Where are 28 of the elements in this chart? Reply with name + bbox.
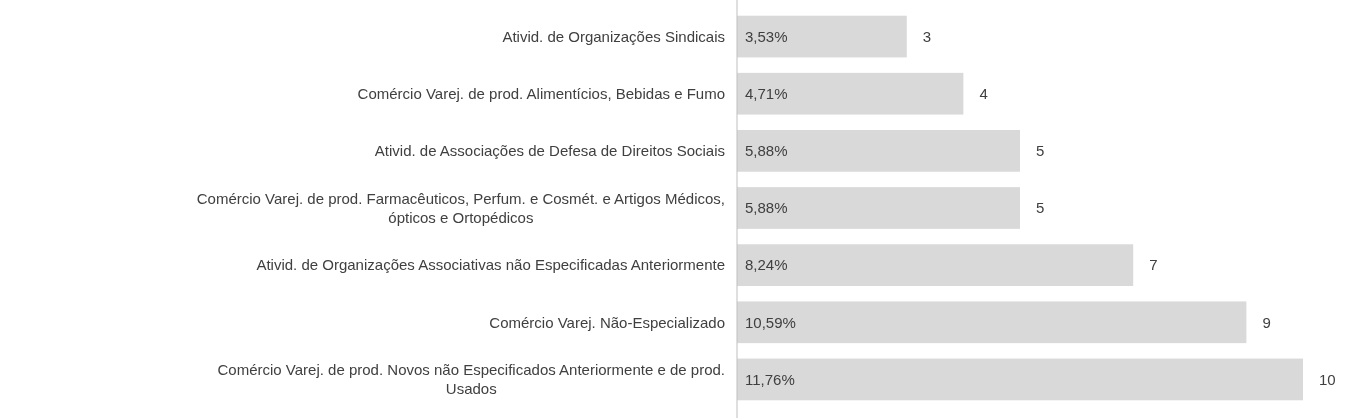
annotation: 5,88% — [745, 142, 788, 160]
data-label: 5 — [1036, 199, 1045, 217]
bar — [737, 301, 1247, 344]
annotation: 11,76% — [745, 370, 795, 388]
bar — [737, 358, 1303, 401]
annotation: 3,53% — [745, 27, 788, 45]
y-tick-label: Comércio Varej. de prod. Alimentícios, Bebidas e Fumo — [357, 84, 725, 102]
bar — [737, 187, 1020, 229]
y-tick-label: Comércio Varej. de prod. Novos não Especificados Anteriormente e de prod. Usados — [217, 361, 725, 398]
y-tick-label: Ativid. de Associações de Defesa de Direitos Sociais — [374, 142, 725, 160]
y-tick-label: Comércio Varej. Não-Especializado — [489, 313, 725, 331]
data-label: 7 — [1149, 256, 1158, 274]
annotation: 5,88% — [745, 199, 788, 217]
bar — [737, 130, 1020, 172]
data-label: 5 — [1036, 142, 1045, 160]
annotation: 8,24% — [745, 256, 788, 274]
data-label: 9 — [1262, 313, 1271, 331]
y-tick-label: Ativid. de Organizações Associativas não Especificadas Anteriormente — [256, 256, 725, 274]
y-tick-label: Comércio Varej. de prod. Farmacêuticos, Perfum. e Cosmét. e Artigos Médicos, ópticos e Ortopédicos — [196, 189, 725, 226]
bar — [737, 15, 907, 58]
data-label: 4 — [979, 84, 988, 102]
bar — [737, 244, 1134, 286]
y-tick-label: Ativid. de Organizações Sindicais — [502, 27, 725, 45]
data-label: 3 — [922, 27, 932, 45]
annotation: 4,71% — [745, 84, 788, 102]
data-label: 10 — [1319, 370, 1336, 388]
bar — [737, 72, 964, 115]
annotation: 10,59% — [745, 313, 796, 331]
